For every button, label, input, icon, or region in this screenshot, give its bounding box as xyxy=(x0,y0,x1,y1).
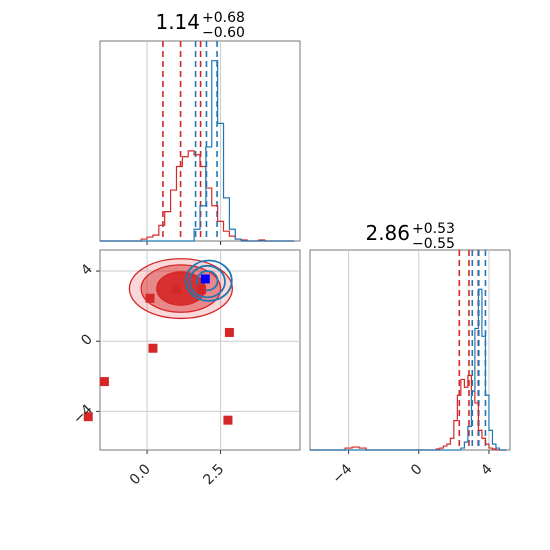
truth-marker xyxy=(200,274,210,284)
y-tick-label: 4 xyxy=(78,261,96,279)
sample-marker xyxy=(145,293,155,303)
density-contour-blue xyxy=(188,264,226,299)
joint-panel: 0.0 2.5 −4 0 4 xyxy=(70,249,301,488)
x-tick-label: −4 xyxy=(330,461,356,487)
panel-title-value: 1.14 xyxy=(155,10,200,34)
density-contour-blue xyxy=(196,270,219,292)
panel-title-lower: −0.55 xyxy=(412,236,455,252)
x-tick-label: 2.5 xyxy=(200,461,227,488)
x-tick-label: 0.0 xyxy=(127,461,154,488)
x-tick-label: 0 xyxy=(408,461,426,479)
sample-marker xyxy=(148,343,158,353)
sample-marker xyxy=(196,284,206,294)
sample-marker xyxy=(83,412,93,422)
histogram-series xyxy=(310,374,507,451)
panel-frame xyxy=(309,249,511,451)
histogram-panel-y: 2.86 +0.53 −0.55 −4 0 4 xyxy=(309,221,511,487)
sample-marker xyxy=(224,327,234,337)
y-tick-label: 0 xyxy=(78,331,96,349)
panel-title-upper: +0.53 xyxy=(412,221,455,237)
panel-title-lower: −0.60 xyxy=(202,25,245,41)
y-tick-label: −4 xyxy=(70,401,96,427)
histogram-series xyxy=(100,60,295,242)
density-contour-blue xyxy=(184,259,233,302)
sample-marker xyxy=(99,377,109,387)
histogram-panel-x: 1.14 +0.68 −0.60 xyxy=(99,10,301,245)
panel-title-value: 2.86 xyxy=(365,221,410,245)
x-tick-label: 4 xyxy=(478,461,496,479)
panel-title-upper: +0.68 xyxy=(202,10,245,26)
sample-marker xyxy=(171,284,181,294)
sample-marker xyxy=(223,415,233,425)
histogram-series xyxy=(310,288,507,451)
